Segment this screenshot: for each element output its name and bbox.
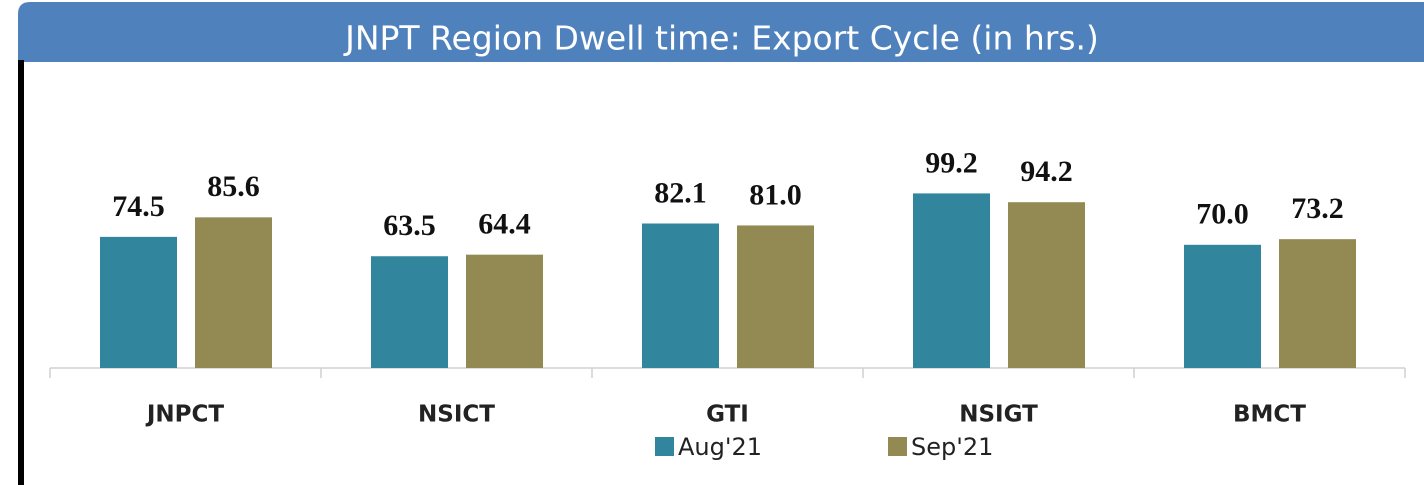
legend-swatch [888, 437, 907, 456]
data-label: 81.0 [749, 178, 802, 211]
data-label: 74.5 [112, 190, 165, 223]
bar [737, 225, 814, 368]
data-label: 82.1 [654, 176, 707, 209]
bar [371, 256, 448, 368]
bar [1008, 202, 1085, 368]
data-label: 85.6 [207, 170, 260, 203]
x-tick-label: JNPCT [145, 402, 225, 428]
bar [913, 193, 990, 368]
x-tick-label: BMCT [1233, 402, 1306, 428]
data-label: 94.2 [1020, 155, 1073, 188]
data-label: 73.2 [1291, 192, 1344, 225]
bar [1184, 244, 1261, 368]
title-bar [18, 2, 1424, 62]
data-label: 99.2 [925, 146, 978, 179]
bar [1279, 239, 1356, 368]
x-tick-label: GTI [706, 402, 749, 428]
x-tick-label: NSICT [418, 402, 495, 428]
data-label: 64.4 [478, 208, 531, 241]
legend-swatch [655, 437, 674, 456]
x-tick-label: NSIGT [959, 402, 1038, 428]
bar [195, 217, 272, 368]
bar [466, 254, 543, 368]
data-label: 63.5 [383, 209, 436, 242]
data-label: 70.0 [1196, 198, 1249, 231]
left-border [18, 60, 24, 485]
legend-label: Aug'21 [678, 433, 762, 461]
legend-label: Sep'21 [911, 433, 993, 461]
bar [100, 236, 177, 368]
chart-title: JNPT Region Dwell time: Export Cycle (in… [343, 19, 1099, 58]
bar [642, 223, 719, 368]
